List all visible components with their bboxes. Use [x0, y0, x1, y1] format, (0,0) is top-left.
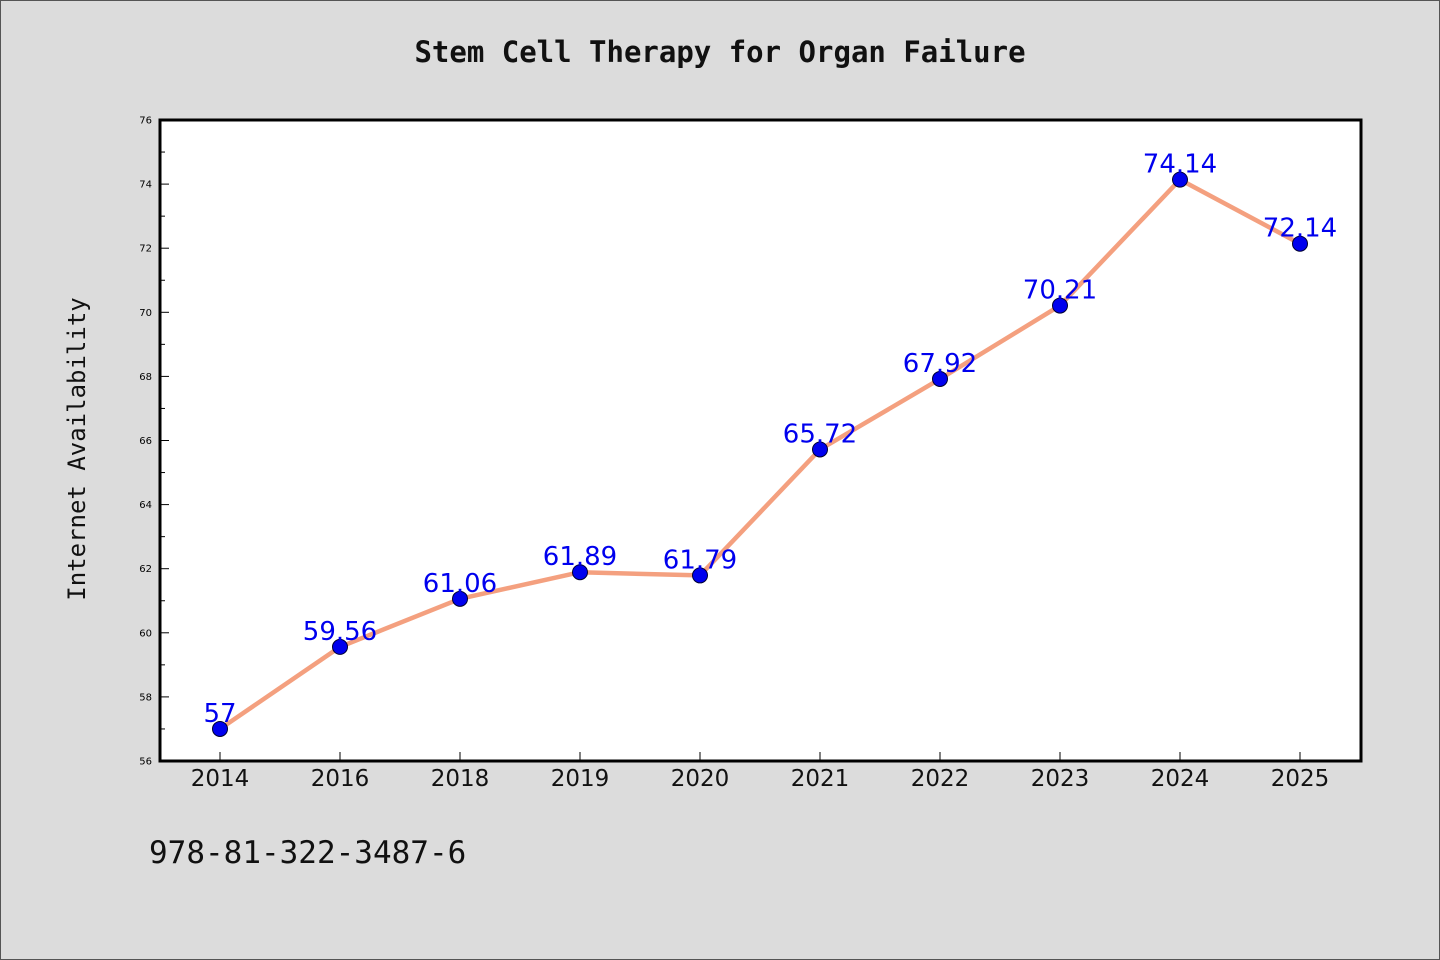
- data-label: 72.14: [1263, 214, 1337, 244]
- data-point: [692, 567, 708, 584]
- footer-code: 978-81-322-3487-6: [149, 835, 467, 871]
- y-tick-label: 74: [139, 180, 152, 191]
- y-tick-label: 72: [139, 244, 152, 255]
- data-point: [1292, 235, 1308, 252]
- x-tick-label: 2020: [671, 766, 730, 792]
- data-label: 61.79: [663, 545, 737, 575]
- series-line: [217, 177, 1303, 732]
- y-tick-label: 66: [139, 436, 152, 447]
- data-point: [332, 638, 348, 655]
- x-tick-label: 2016: [311, 766, 370, 792]
- data-label: 74.14: [1143, 150, 1217, 180]
- x-tick-label: 2019: [551, 766, 610, 792]
- y-tick-label: 70: [139, 308, 152, 319]
- y-tick-label: 64: [139, 500, 152, 511]
- data-point: [812, 441, 828, 458]
- x-tick-label: 2023: [1031, 766, 1090, 792]
- data-point: [572, 564, 588, 581]
- x-tick-label: 2022: [911, 766, 970, 792]
- y-tick-label: 76: [139, 116, 152, 127]
- data-point: [1052, 297, 1068, 314]
- data-label: 61.89: [543, 542, 617, 572]
- data-label: 70.21: [1023, 276, 1097, 306]
- data-point: [1172, 171, 1188, 188]
- data-point: [932, 370, 948, 387]
- y-tick-label: 60: [139, 628, 152, 639]
- x-tick-label: 2021: [791, 766, 850, 792]
- x-tick-label: 2018: [431, 766, 490, 792]
- data-point: [212, 720, 228, 737]
- y-tick-label: 62: [139, 564, 152, 575]
- data-label: 57: [203, 699, 236, 729]
- chart-title: Stem Cell Therapy for Organ Failure: [414, 35, 1026, 69]
- data-point: [452, 590, 468, 607]
- y-tick-label: 58: [139, 692, 152, 703]
- data-label: 59.56: [303, 617, 377, 647]
- data-label: 67.92: [903, 349, 977, 379]
- x-tick-label: 2025: [1271, 766, 1330, 792]
- x-tick-label: 2024: [1151, 766, 1210, 792]
- y-tick-label: 68: [139, 372, 152, 383]
- data-label: 65.72: [783, 419, 857, 449]
- plot-frame: [158, 118, 1363, 763]
- y-tick-label: 56: [139, 757, 152, 768]
- plot-area: [160, 120, 1361, 761]
- data-label: 61.06: [423, 569, 497, 599]
- x-tick-label: 2014: [191, 766, 250, 792]
